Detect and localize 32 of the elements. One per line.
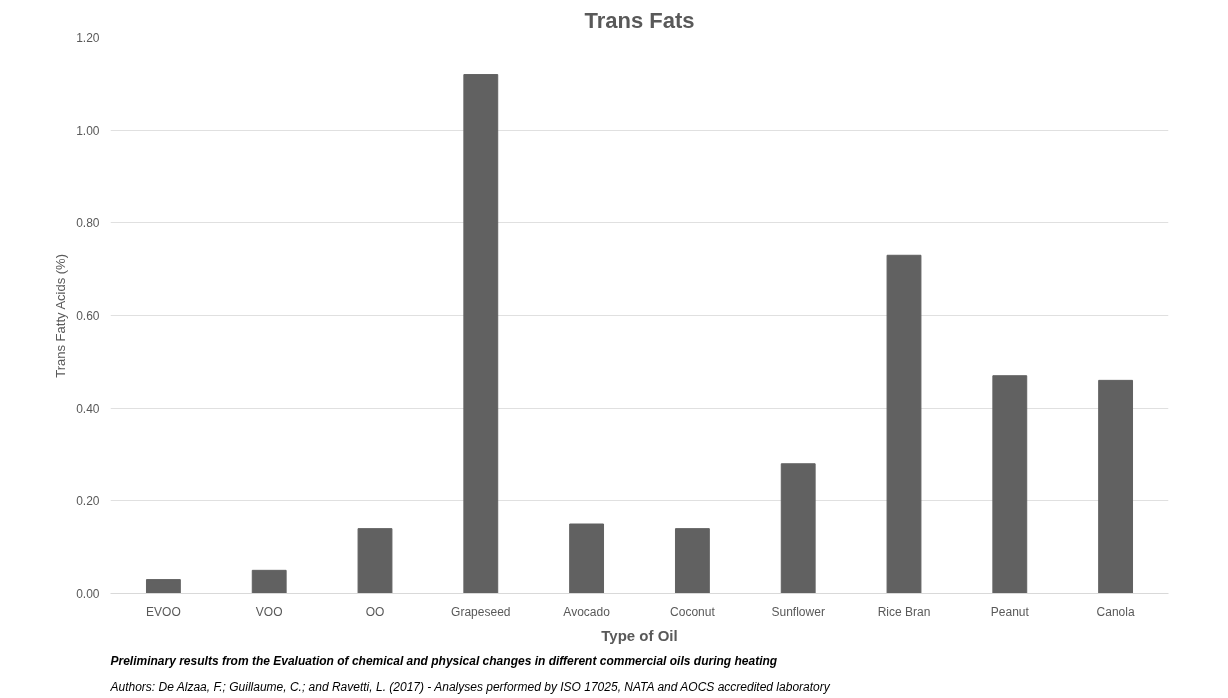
y-tick-label: 0.20: [76, 494, 100, 509]
x-tick-label: VOO: [255, 604, 283, 619]
y-axis-title: Trans Fatty Acids (%): [53, 253, 69, 378]
y-tick-label: 1.20: [76, 31, 100, 45]
x-tick-label: Rice Bran: [877, 604, 931, 619]
x-tick-label: Coconut: [670, 604, 716, 619]
bar: [886, 254, 922, 594]
chart-title: Trans Fats: [584, 7, 695, 33]
bar: [992, 375, 1028, 594]
y-tick-label: 0.80: [76, 216, 100, 231]
x-tick-label: OO: [365, 604, 385, 619]
x-tick-label: Sunflower: [771, 604, 825, 619]
text: Authors: De Alzaa, F.; Guillaume, C.; and Ravetti, L. (2017) - Analyses performed by ISO 17025, NATA and AOCS accredited laboratory: [109, 679, 831, 694]
x-tick-label: Grapeseed: [451, 604, 511, 619]
text: Preliminary results from the Evaluation of chemical and physical changes in different commercial oils during heating: [110, 653, 778, 668]
bar: [145, 579, 181, 594]
bar: [780, 463, 816, 594]
bar: [357, 528, 393, 594]
x-tick-label: EVOO: [146, 604, 181, 619]
y-tick-label: 0.60: [76, 309, 100, 323]
y-tick-label: 1.00: [76, 123, 100, 138]
x-axis-title: Type of Oil: [601, 626, 678, 644]
bar: [251, 569, 287, 594]
y-tick-label: 0.40: [76, 401, 100, 416]
x-tick-label: Avocado: [563, 604, 611, 619]
x-tick-label: Canola: [1096, 604, 1135, 619]
bar: [674, 528, 710, 594]
bar: [463, 74, 499, 594]
bar: [569, 523, 605, 594]
y-tick-label: 0.00: [76, 587, 100, 601]
bar: [1098, 379, 1134, 594]
x-tick-label: Peanut: [990, 604, 1030, 619]
